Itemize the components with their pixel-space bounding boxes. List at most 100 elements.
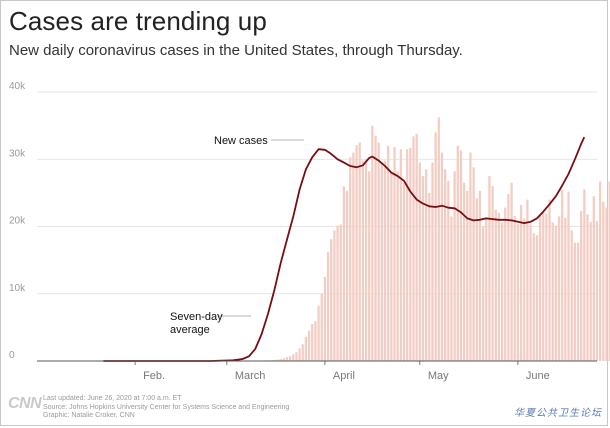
bar bbox=[475, 198, 478, 361]
bar bbox=[453, 171, 456, 361]
y-tick-label: 30k bbox=[9, 148, 26, 159]
bar bbox=[383, 160, 387, 361]
y-tick-label: 10k bbox=[9, 283, 26, 294]
forum-watermark: 华夏公共卫生论坛 bbox=[514, 408, 602, 419]
annotations: New cases Seven-day average bbox=[170, 135, 304, 336]
bar bbox=[497, 213, 501, 361]
bar bbox=[409, 147, 412, 361]
bar bbox=[469, 152, 472, 361]
bar bbox=[434, 132, 437, 361]
y-tick-label: 20k bbox=[9, 216, 26, 227]
y-axis-labels: 0 10k 20k 30k 40k bbox=[9, 81, 26, 361]
bar bbox=[361, 160, 365, 361]
bar bbox=[573, 242, 576, 361]
bar bbox=[459, 150, 463, 361]
bar bbox=[323, 276, 327, 361]
bar bbox=[285, 357, 289, 361]
bar bbox=[561, 189, 564, 361]
bar bbox=[526, 199, 529, 361]
bar bbox=[589, 221, 592, 361]
bar bbox=[564, 217, 567, 361]
bar bbox=[330, 239, 333, 361]
cnn-logo: CNN bbox=[8, 395, 42, 412]
bar bbox=[317, 305, 320, 361]
bar bbox=[504, 207, 507, 361]
bar bbox=[412, 136, 415, 361]
bar bbox=[273, 359, 276, 361]
bar bbox=[535, 235, 539, 361]
bar bbox=[481, 226, 485, 361]
bar bbox=[605, 207, 608, 361]
bar bbox=[279, 359, 282, 361]
annotation-new-cases: New cases bbox=[214, 135, 268, 147]
bar bbox=[295, 352, 298, 361]
bar bbox=[292, 354, 295, 361]
bar bbox=[311, 324, 314, 361]
bar bbox=[352, 152, 355, 361]
bar bbox=[538, 216, 542, 361]
bar bbox=[478, 190, 482, 361]
bar bbox=[345, 190, 349, 361]
bar bbox=[276, 359, 279, 361]
bar bbox=[516, 223, 520, 361]
bar bbox=[576, 242, 580, 361]
y-tick-label: 0 bbox=[9, 350, 15, 361]
bar bbox=[358, 142, 361, 361]
bar bbox=[399, 149, 402, 361]
bar bbox=[507, 194, 510, 361]
bar bbox=[545, 213, 548, 361]
bar bbox=[580, 211, 583, 361]
bar bbox=[491, 186, 494, 361]
bar bbox=[301, 344, 304, 361]
bar bbox=[443, 169, 447, 361]
bar bbox=[320, 293, 323, 361]
chart-subtitle: New daily coronavirus cases in the Unite… bbox=[9, 42, 463, 59]
chart-footer: Last updated: June 26, 2020 at 7:00 a.m.… bbox=[43, 395, 289, 421]
bar bbox=[298, 348, 301, 361]
bar bbox=[431, 162, 434, 361]
bar bbox=[485, 217, 488, 361]
bar bbox=[510, 182, 513, 361]
bar bbox=[402, 182, 406, 361]
x-tick-label: April bbox=[333, 370, 355, 382]
bar bbox=[437, 117, 440, 362]
bar bbox=[387, 145, 390, 361]
chart-title: Cases are trending up bbox=[9, 6, 267, 36]
x-tick-label: May bbox=[428, 370, 449, 382]
bar bbox=[456, 145, 459, 361]
bar bbox=[488, 176, 491, 361]
bar bbox=[421, 176, 425, 361]
bar bbox=[336, 225, 339, 361]
bar bbox=[608, 181, 610, 361]
bar bbox=[371, 125, 374, 361]
bar bbox=[364, 159, 368, 361]
bar bbox=[602, 201, 605, 361]
bar bbox=[415, 133, 418, 361]
y-tick-label: 40k bbox=[9, 81, 26, 92]
bar bbox=[393, 147, 396, 361]
bar bbox=[462, 182, 466, 361]
bar bbox=[472, 167, 475, 361]
bar bbox=[513, 215, 516, 361]
bar bbox=[567, 191, 570, 361]
bar bbox=[339, 224, 342, 361]
bar bbox=[304, 336, 308, 361]
bar bbox=[586, 214, 589, 361]
bar bbox=[374, 135, 377, 361]
bar bbox=[333, 230, 336, 361]
bar bbox=[406, 149, 409, 361]
last-updated: Last updated: June 26, 2020 at 7:00 a.m.… bbox=[43, 395, 182, 402]
bar bbox=[447, 180, 450, 361]
x-tick-label: March bbox=[235, 370, 266, 382]
bar bbox=[450, 216, 453, 361]
bar bbox=[349, 157, 352, 361]
bar bbox=[554, 225, 558, 361]
source-credit: Source: Johns Hopkins University Center … bbox=[43, 403, 290, 411]
bar bbox=[428, 192, 431, 361]
bar bbox=[595, 221, 599, 361]
bar bbox=[368, 171, 371, 361]
bar bbox=[314, 321, 317, 361]
bar bbox=[519, 204, 523, 361]
bar bbox=[418, 162, 421, 361]
bar bbox=[570, 230, 573, 361]
